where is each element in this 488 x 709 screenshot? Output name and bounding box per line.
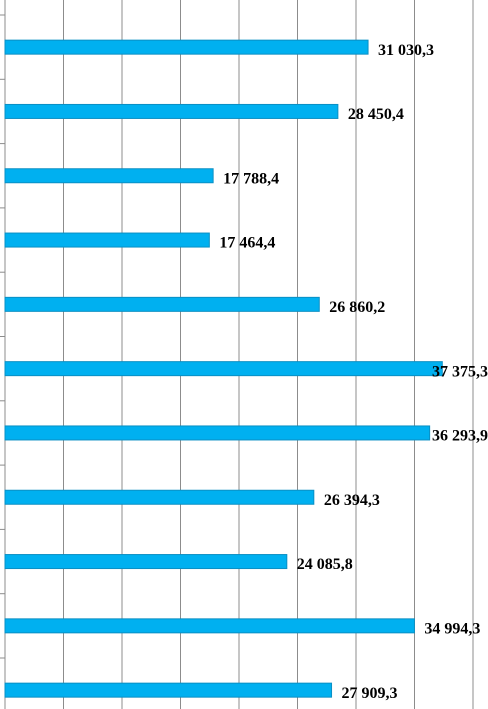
- bar: [4, 554, 288, 570]
- value-label: 28 450,4: [348, 106, 404, 123]
- bar: [4, 168, 214, 184]
- bar: [4, 103, 339, 119]
- value-label: 36 293,9: [432, 428, 488, 445]
- value-label: 17 788,4: [223, 170, 279, 187]
- bar: [4, 39, 369, 55]
- value-label: 17 464,4: [219, 235, 275, 252]
- value-label: 31 030,3: [378, 42, 434, 59]
- bar: [4, 682, 333, 698]
- value-label: 37 375,3: [432, 363, 488, 380]
- value-label: 26 860,2: [329, 299, 385, 316]
- bar: [4, 361, 443, 377]
- value-label: 26 394,3: [324, 492, 380, 509]
- bar: [4, 296, 320, 312]
- bar: [4, 618, 415, 634]
- bar: [4, 425, 431, 441]
- value-label: 27 909,3: [342, 685, 398, 702]
- bar: [4, 232, 210, 248]
- bar: [4, 489, 315, 505]
- value-label: 24 085,8: [297, 556, 353, 573]
- value-label: 34 994,3: [424, 621, 480, 638]
